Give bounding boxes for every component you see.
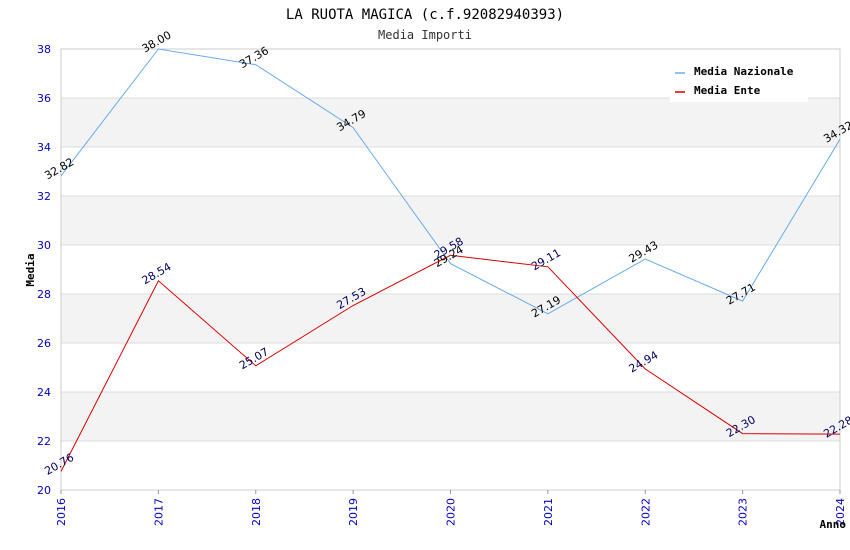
- data-label: 37.36: [237, 44, 271, 71]
- y-tick-label: 28: [37, 288, 51, 301]
- x-tick-label: 2019: [347, 498, 360, 526]
- x-tick-label: 2022: [639, 498, 652, 526]
- x-axis-ticks: 2016 2017 2018 2019 2020 2021 2022 2023 2024: [55, 490, 847, 526]
- x-tick-label: 2023: [737, 498, 750, 526]
- y-tick-label: 30: [37, 239, 51, 252]
- legend-box: [670, 58, 808, 102]
- data-label: 20.76: [42, 451, 76, 478]
- x-axis-label: Anno: [820, 518, 847, 531]
- x-tick-label: 2017: [152, 498, 165, 526]
- series-line-1: [60, 254, 841, 472]
- x-tick-label: 2018: [250, 498, 263, 526]
- legend-label-ente: Media Ente: [694, 84, 761, 97]
- y-tick-label: 22: [37, 435, 51, 448]
- x-tick-label: 2016: [55, 498, 68, 526]
- series-line-0: [60, 48, 841, 315]
- data-label: 32.82: [42, 155, 76, 182]
- y-tick-label: 26: [37, 337, 51, 350]
- chart-title: LA RUOTA MAGICA (c.f.92082940393): [286, 7, 564, 23]
- x-tick-label: 2020: [445, 498, 458, 526]
- series-lines: [60, 48, 841, 472]
- data-label: 24.94: [627, 348, 661, 375]
- y-axis-label: Media: [24, 253, 37, 286]
- chart-subtitle: Media Importi: [378, 28, 472, 42]
- grid-bands: [61, 98, 840, 441]
- grid-band: [61, 196, 840, 245]
- y-tick-label: 32: [37, 190, 51, 203]
- data-label: 29.11: [529, 246, 563, 273]
- grid-band: [61, 294, 840, 343]
- y-tick-label: 24: [37, 386, 51, 399]
- legend-label-nazionale: Media Nazionale: [694, 65, 794, 78]
- grid-band: [61, 98, 840, 147]
- y-tick-label: 34: [37, 141, 51, 154]
- data-label: 25.07: [237, 345, 271, 372]
- x-tick-label: 2021: [542, 498, 555, 526]
- legend: Media Nazionale Media Ente: [670, 58, 808, 102]
- x-tick-label: 2024: [834, 498, 847, 526]
- y-tick-label: 36: [37, 92, 51, 105]
- y-axis-ticks: 20 22 24 26 28 30 32 34 36 38: [37, 43, 51, 497]
- grid-band: [61, 392, 840, 441]
- y-tick-label: 38: [37, 43, 51, 56]
- y-tick-label: 20: [37, 484, 51, 497]
